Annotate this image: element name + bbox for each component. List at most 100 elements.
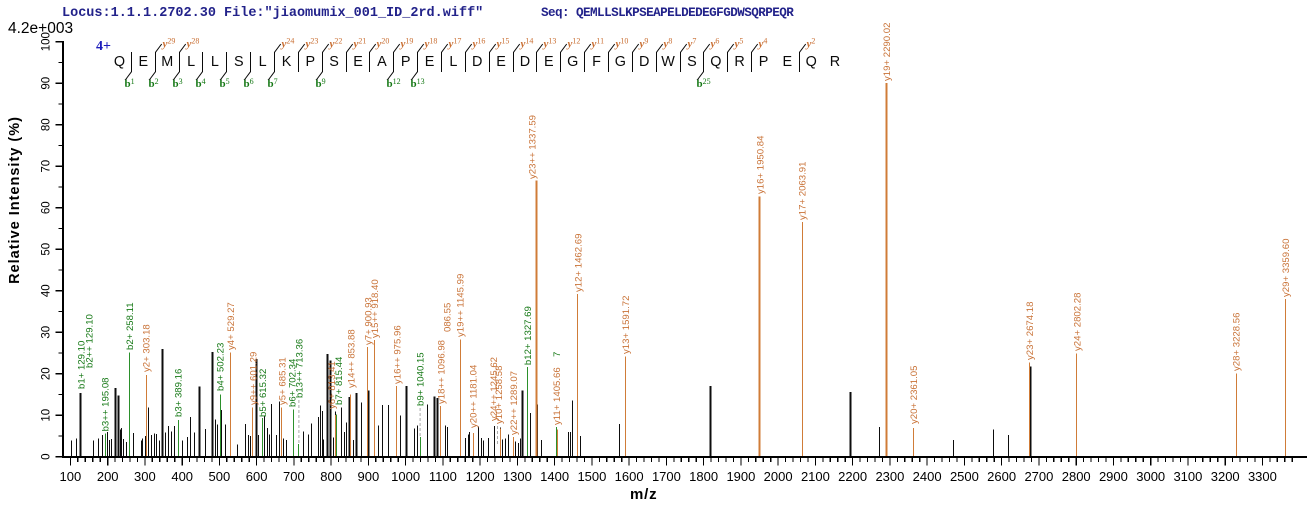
svg-text:y7: y7 [686, 37, 697, 51]
svg-text:S: S [234, 54, 244, 70]
svg-text:800: 800 [320, 469, 342, 484]
svg-text:4+: 4+ [96, 39, 111, 54]
svg-text:b2++ 129.10: b2++ 129.10 [84, 314, 95, 368]
svg-text:Seq: QEMLLSLKPSEAPELDEDEGFGDWS: Seq: QEMLLSLKPSEAPELDEDEGFGDWSQRPEQR [541, 6, 794, 20]
svg-text:300: 300 [134, 469, 156, 484]
svg-text:1400: 1400 [540, 469, 569, 484]
svg-text:b3+ 389.16: b3+ 389.16 [174, 369, 185, 417]
svg-text:y10+ 1258.58: y10+ 1258.58 [494, 366, 505, 424]
svg-text:y28+ 3228.56: y28+ 3228.56 [1232, 313, 1243, 371]
svg-text:y19++ 1145.99: y19++ 1145.99 [456, 274, 467, 337]
svg-text:y4+ 529.27: y4+ 529.27 [226, 302, 237, 350]
svg-text:700: 700 [283, 469, 305, 484]
svg-text:L: L [211, 54, 219, 70]
svg-text:m/z: m/z [630, 486, 657, 503]
svg-text:y23+ 2674.18: y23+ 2674.18 [1025, 302, 1036, 360]
svg-text:b5: b5 [220, 77, 230, 90]
svg-text:b3: b3 [173, 77, 183, 90]
svg-text:M: M [161, 54, 173, 70]
svg-text:b3++ 195.08: b3++ 195.08 [101, 378, 112, 432]
svg-text:2100: 2100 [801, 469, 830, 484]
svg-text:2200: 2200 [838, 469, 867, 484]
svg-text:P: P [759, 54, 769, 70]
svg-text:1000: 1000 [391, 469, 420, 484]
svg-text:Locus:1.1.1.2702.30 File:"jiao: Locus:1.1.1.2702.30 File:"jiaomumix_001_… [62, 6, 483, 21]
svg-text:Q: Q [710, 54, 721, 70]
svg-text:y5+ 685.31: y5+ 685.31 [277, 357, 288, 405]
svg-text:y22++ 1289.07: y22++ 1289.07 [509, 371, 520, 435]
svg-text:2400: 2400 [913, 469, 942, 484]
svg-text:b6: b6 [244, 77, 254, 90]
svg-text:y24+ 2802.28: y24+ 2802.28 [1073, 293, 1084, 351]
svg-text:R: R [830, 54, 840, 70]
svg-text:40: 40 [41, 284, 53, 297]
svg-text:70: 70 [41, 160, 53, 173]
svg-text:1300: 1300 [503, 469, 532, 484]
svg-text:086.55: 086.55 [443, 303, 454, 332]
svg-text:y15++ 918.40: y15++ 918.40 [370, 279, 381, 338]
svg-text:b7: b7 [268, 77, 278, 90]
svg-text:2500: 2500 [950, 469, 979, 484]
svg-text:2600: 2600 [987, 469, 1016, 484]
svg-text:400: 400 [171, 469, 193, 484]
svg-text:D: D [639, 54, 649, 70]
svg-text:y2+ 303.18: y2+ 303.18 [142, 324, 153, 372]
svg-text:y18++ 1096.98: y18++ 1096.98 [436, 340, 447, 404]
svg-text:4.2e+003: 4.2e+003 [8, 20, 73, 37]
svg-text:F: F [592, 54, 601, 70]
svg-text:1200: 1200 [466, 469, 495, 484]
svg-text:y13+ 1591.72: y13+ 1591.72 [621, 296, 632, 354]
svg-text:y8: y8 [662, 37, 673, 51]
svg-text:b1: b1 [125, 77, 135, 90]
svg-text:y20+ 2361.05: y20+ 2361.05 [909, 366, 920, 424]
svg-text:50: 50 [41, 243, 53, 256]
svg-text:S: S [329, 54, 339, 70]
svg-text:10: 10 [41, 409, 53, 422]
svg-text:L: L [449, 54, 457, 70]
svg-text:y23++ 1337.59: y23++ 1337.59 [527, 115, 538, 179]
svg-text:0: 0 [41, 453, 53, 459]
svg-text:900: 900 [358, 469, 380, 484]
svg-text:b7+ 815.44: b7+ 815.44 [334, 356, 345, 405]
svg-text:E: E [782, 54, 792, 70]
svg-text:Q: Q [806, 54, 817, 70]
svg-text:y17+ 2063.91: y17+ 2063.91 [798, 162, 809, 220]
svg-text:y29+ 3359.60: y29+ 3359.60 [1281, 239, 1292, 297]
svg-text:y7+ 900.93: y7+ 900.93 [363, 297, 374, 345]
svg-text:b9+ 1040.15: b9+ 1040.15 [416, 352, 427, 406]
svg-text:100: 100 [60, 469, 82, 484]
svg-text:1900: 1900 [726, 469, 755, 484]
svg-text:G: G [615, 54, 626, 70]
svg-text:y5: y5 [733, 37, 744, 51]
svg-text:D: D [520, 54, 530, 70]
svg-text:1700: 1700 [652, 469, 681, 484]
svg-text:80: 80 [41, 118, 53, 131]
svg-text:y11+ 1405.66: y11+ 1405.66 [552, 367, 563, 425]
svg-text:P: P [305, 54, 315, 70]
svg-text:y20++ 1181.04: y20++ 1181.04 [469, 364, 480, 428]
svg-text:1100: 1100 [429, 469, 457, 484]
svg-text:y19+ 2290.02: y19+ 2290.02 [882, 23, 893, 81]
svg-text:2000: 2000 [764, 469, 793, 484]
svg-text:2800: 2800 [1062, 469, 1091, 484]
svg-text:60: 60 [41, 201, 53, 214]
svg-text:E: E [544, 54, 554, 70]
svg-text:3100: 3100 [1173, 469, 1202, 484]
svg-text:E: E [496, 54, 506, 70]
svg-text:b2: b2 [149, 77, 159, 90]
svg-text:G: G [567, 54, 578, 70]
svg-text:b4+ 502.23: b4+ 502.23 [216, 343, 227, 391]
svg-text:Q: Q [114, 54, 125, 70]
svg-text:L: L [187, 54, 195, 70]
svg-text:b6+ 702.34: b6+ 702.34 [288, 358, 299, 407]
svg-text:Relative Intensity (%): Relative Intensity (%) [7, 116, 23, 284]
svg-text:y9++ 601.29: y9++ 601.29 [248, 352, 259, 405]
svg-text:E: E [425, 54, 435, 70]
svg-text:b5+ 615.32: b5+ 615.32 [258, 369, 269, 417]
svg-text:200: 200 [97, 469, 119, 484]
svg-text:W: W [661, 54, 675, 70]
svg-text:3300: 3300 [1248, 469, 1277, 484]
svg-text:1500: 1500 [577, 469, 606, 484]
svg-text:K: K [282, 54, 292, 70]
svg-text:2900: 2900 [1099, 469, 1128, 484]
